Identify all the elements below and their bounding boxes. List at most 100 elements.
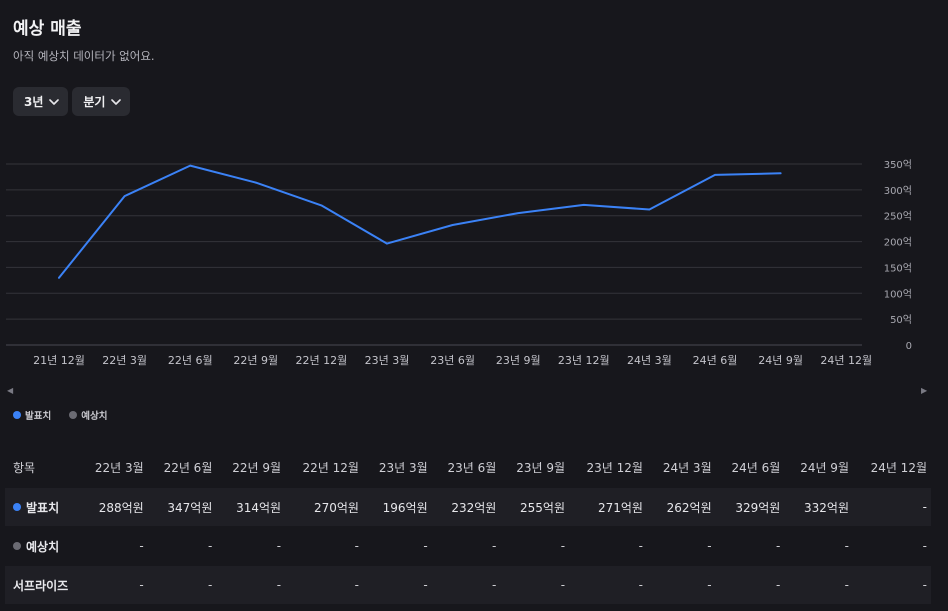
table-cell: 232억원 — [431, 487, 501, 526]
row-label: 발표치 — [26, 500, 60, 515]
table-cell: - — [569, 565, 647, 604]
table-cell: 329억원 — [715, 487, 785, 526]
chart-legend: 발표치 예상치 — [13, 408, 107, 422]
table-cell: - — [147, 565, 217, 604]
table-cell: - — [500, 526, 570, 565]
legend-label-estimate: 예상치 — [81, 411, 108, 422]
table-cell: 332억원 — [784, 487, 853, 526]
x-tick-label: 23년 12월 — [558, 354, 610, 367]
x-tick-label: 24년 3월 — [627, 354, 672, 367]
row-label-cell: 발표치 — [5, 487, 79, 526]
legend-item-estimate[interactable]: 예상치 — [69, 408, 107, 422]
estimate-dot-icon — [13, 542, 21, 550]
scroll-left-arrow[interactable]: ◀ — [7, 386, 14, 395]
period-dropdown[interactable]: 3년 — [13, 87, 69, 116]
table-cell: - — [285, 565, 363, 604]
table-cell: - — [285, 526, 363, 565]
table-row-actual: 발표치 288억원 347억원 314억원 270억원 196억원 232억원 … — [5, 487, 931, 526]
actual-dot-icon — [13, 503, 21, 511]
column-header: 22년 6월 — [163, 460, 213, 475]
x-tick-label: 23년 9월 — [496, 354, 541, 367]
period-dropdown-label: 3년 — [24, 95, 44, 109]
table-cell: 196억원 — [362, 487, 432, 526]
chevron-down-icon — [49, 98, 60, 105]
legend-item-actual[interactable]: 발표치 — [13, 408, 51, 422]
table-cell: - — [362, 526, 432, 565]
table-cell: 347억원 — [147, 487, 217, 526]
y-tick-label: 150억 — [884, 262, 912, 274]
column-header: 24년 6월 — [731, 460, 781, 475]
series-line-actual — [58, 164, 782, 279]
x-tick-label: 24년 6월 — [693, 354, 738, 367]
column-header: 22년 3월 — [94, 460, 144, 475]
x-tick-label: 22년 12월 — [296, 354, 348, 367]
y-tick-label: 0 — [906, 341, 912, 352]
column-header: 23년 6월 — [447, 460, 497, 475]
row-label: 서프라이즈 — [13, 578, 69, 593]
column-header: 24년 12월 — [870, 460, 927, 475]
table-cell: 271억원 — [569, 487, 647, 526]
y-tick-label: 350억 — [884, 159, 912, 171]
table-header-row: 항목 22년 3월 22년 6월 22년 9월 22년 12월 23년 3월 2… — [5, 447, 931, 487]
row-label-cell: 서프라이즈 — [5, 565, 79, 604]
table-cell: - — [431, 565, 501, 604]
table-cell: - — [500, 565, 570, 604]
row-label: 예상치 — [26, 539, 60, 554]
estimate-dot-icon — [69, 411, 78, 419]
actual-dot-icon — [13, 411, 21, 419]
table-cell: 255억원 — [500, 487, 570, 526]
revenue-line-chart[interactable]: 350억 300억 250억 200억 150억 100억 50억 0 21년 12월 22년 3… — [0, 150, 948, 380]
y-tick-label: 250억 — [884, 211, 912, 223]
row-label-cell: 예상치 — [5, 526, 79, 565]
table-cell: 270억원 — [285, 487, 363, 526]
table-cell: - — [715, 526, 785, 565]
page-title: 예상 매출 — [13, 19, 82, 39]
x-tick-label: 23년 6월 — [430, 354, 475, 367]
table-cell: - — [147, 526, 217, 565]
table-cell: - — [216, 565, 286, 604]
interval-dropdown[interactable]: 분기 — [72, 87, 131, 116]
column-header: 23년 3월 — [378, 460, 428, 475]
x-tick-label: 22년 9월 — [233, 354, 278, 367]
table-cell: - — [853, 487, 931, 526]
x-tick-label: 24년 9월 — [758, 354, 803, 367]
x-tick-label: 21년 12월 — [33, 354, 85, 367]
column-header: 24년 9월 — [800, 460, 849, 475]
legend-label-actual: 발표치 — [25, 411, 52, 422]
y-tick-label: 100억 — [884, 288, 912, 300]
table-cell: - — [715, 565, 785, 604]
table-cell: - — [431, 526, 501, 565]
chevron-down-icon — [111, 98, 122, 105]
table-cell: - — [79, 565, 148, 604]
y-tick-label: 200억 — [884, 237, 912, 249]
x-tick-label: 22년 6월 — [168, 354, 213, 367]
column-header: 22년 9월 — [232, 460, 282, 475]
table-cell: 314억원 — [216, 487, 286, 526]
y-tick-label: 300억 — [884, 185, 912, 197]
table-cell: - — [853, 565, 931, 604]
scroll-right-arrow[interactable]: ▶ — [921, 386, 928, 395]
table-row-surprise: 서프라이즈 - - - - - - - - - - - - — [5, 565, 931, 604]
table-cell: 262억원 — [646, 487, 716, 526]
y-tick-label: 50억 — [890, 314, 912, 326]
table-cell: - — [784, 565, 853, 604]
revenue-table: 항목 22년 3월 22년 6월 22년 9월 22년 12월 23년 3월 2… — [5, 447, 931, 604]
column-header: 22년 12월 — [302, 460, 359, 475]
table-cell: - — [569, 526, 647, 565]
column-header: 23년 9월 — [516, 460, 566, 475]
no-estimate-notice: 아직 예상치 데이터가 없어요. — [13, 49, 155, 63]
table-cell: - — [784, 526, 853, 565]
x-tick-label: 22년 3월 — [102, 354, 147, 367]
table-cell: - — [216, 526, 286, 565]
interval-dropdown-label: 분기 — [83, 95, 106, 109]
x-tick-label: 24년 12월 — [820, 354, 872, 367]
table-cell: - — [646, 565, 716, 604]
table-cell: - — [362, 565, 432, 604]
table-cell: - — [646, 526, 716, 565]
table-row-estimate: 예상치 - - - - - - - - - - - - — [5, 526, 931, 565]
column-header: 항목 — [13, 460, 36, 475]
table-cell: - — [79, 526, 148, 565]
column-header: 23년 12월 — [586, 460, 643, 475]
column-header: 24년 3월 — [662, 460, 712, 475]
filter-controls: 3년 분기 — [13, 87, 131, 116]
